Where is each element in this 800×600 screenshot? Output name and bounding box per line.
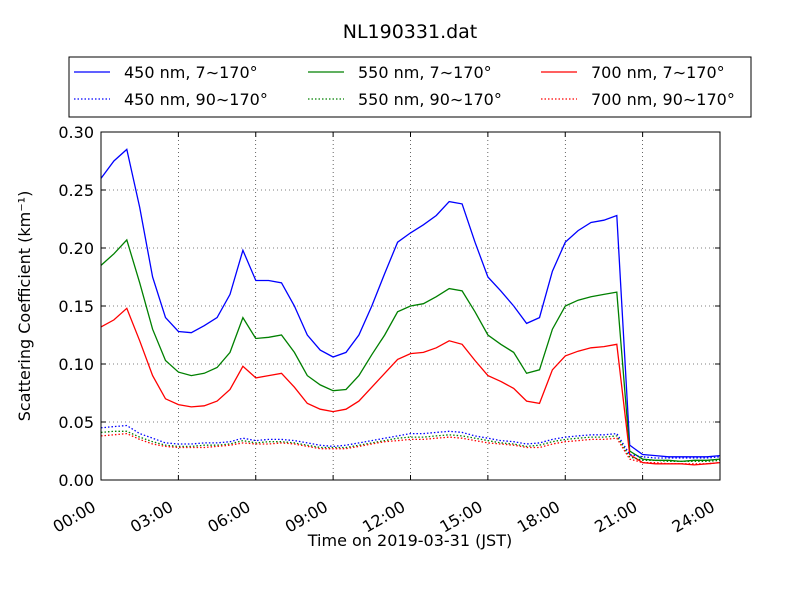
legend-label-6: 700 nm, 90∼170° [591, 90, 735, 109]
y-tick-label: 0.20 [58, 239, 94, 258]
series-layer [100, 148, 721, 466]
chart-title: NL190331.dat [343, 21, 478, 43]
y-tick-label: 0.25 [58, 181, 94, 200]
x-tick-label: 00:00 [50, 497, 99, 537]
legend-label-3: 700 nm, 7∼170° [591, 63, 725, 82]
y-tick-label: 0.05 [58, 413, 94, 432]
series-line-2 [100, 238, 721, 463]
legend-label-2: 550 nm, 7∼170° [358, 63, 492, 82]
x-axis-label: Time on 2019-03-31 (JST) [307, 531, 512, 550]
legend-label-5: 550 nm, 90∼170° [358, 90, 502, 109]
legend-label-1: 450 nm, 7∼170° [124, 63, 258, 82]
series-line-6 [100, 432, 721, 465]
y-tick-label: 0.30 [58, 123, 94, 142]
legend-label-4: 450 nm, 90∼170° [124, 90, 268, 109]
x-tick-label: 06:00 [204, 497, 253, 537]
legend-frame [68, 56, 752, 118]
legend: 450 nm, 7∼170° 450 nm, 90∼170° 550 nm, 7∼1… [68, 56, 752, 118]
series-line-3 [100, 307, 721, 466]
x-tick-label: 24:00 [669, 497, 718, 537]
series-line-5 [100, 430, 721, 463]
series-line-1 [100, 148, 721, 458]
series-line-4 [100, 424, 721, 459]
x-tick-label: 21:00 [591, 497, 640, 537]
x-tick-label: 03:00 [127, 497, 176, 537]
y-axis-label: Scattering Coefficient (km⁻¹) [15, 191, 34, 422]
y-tick-label: 0.10 [58, 355, 94, 374]
y-tick-label: 0.15 [58, 297, 94, 316]
x-tick-label: 18:00 [514, 497, 563, 537]
y-tick-label: 0.00 [58, 471, 94, 490]
